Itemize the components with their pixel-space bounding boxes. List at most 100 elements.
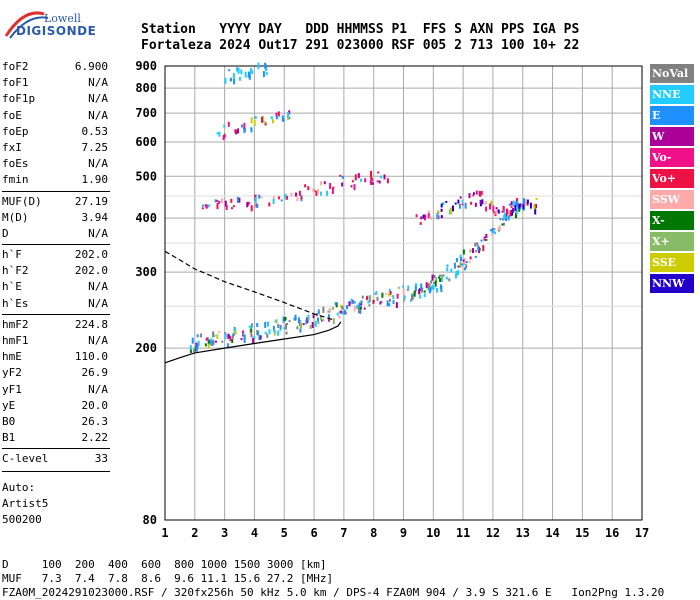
param-key: foE (2, 108, 22, 122)
param-row: B0 26.3 (2, 415, 108, 431)
echo-point (232, 333, 235, 336)
echo-point (379, 301, 382, 305)
echo-point (246, 202, 249, 208)
echo-point (490, 200, 493, 206)
echo-point (220, 198, 223, 204)
echo-point (452, 205, 454, 212)
param-row: B1 2.22 (2, 431, 108, 447)
param-separator (2, 470, 110, 472)
param-row: foEs N/A (2, 157, 108, 173)
y-tick-label: 600 (135, 135, 157, 149)
echo-point (237, 128, 239, 134)
echo-point (378, 180, 381, 184)
echo-point (250, 205, 253, 212)
param-separator (2, 448, 110, 450)
echo-point (465, 264, 468, 269)
echo-point (317, 317, 319, 322)
echo-point (312, 314, 315, 319)
echo-point (473, 192, 475, 195)
echo-point (435, 277, 438, 283)
echo-point (272, 325, 275, 331)
echo-point (364, 178, 367, 183)
echo-point (236, 196, 239, 203)
echo-point (196, 334, 199, 338)
echo-point (218, 330, 221, 333)
echo-point (257, 62, 260, 69)
echo-point (216, 199, 219, 202)
echo-point (223, 124, 226, 128)
echo-point (277, 196, 280, 200)
echo-point (267, 321, 269, 327)
echo-point (474, 250, 477, 253)
echo-point (445, 276, 448, 280)
echo-point (477, 245, 480, 252)
echo-point (507, 215, 510, 221)
echo-point (499, 218, 502, 221)
echo-point (457, 270, 460, 276)
echo-point (464, 267, 466, 271)
echo-point (213, 334, 216, 337)
profile-solid-line (164, 321, 342, 364)
echo-point (265, 68, 268, 72)
echo-point (420, 216, 423, 220)
x-tick-label: 8 (370, 526, 377, 540)
echo-point (440, 208, 443, 212)
echo-point (534, 208, 537, 215)
echo-point (305, 319, 308, 325)
echo-point (429, 286, 432, 292)
echo-point (216, 132, 219, 135)
legend-item-vo-: Vo- (650, 148, 694, 167)
echo-point (375, 290, 378, 295)
plot-frame (164, 65, 643, 521)
echo-point (231, 334, 234, 339)
echo-point (440, 215, 443, 219)
echo-point (243, 122, 246, 129)
echo-point (323, 181, 326, 185)
echo-point (285, 323, 288, 330)
echo-point (430, 216, 433, 220)
echo-point (299, 328, 302, 333)
echo-point (250, 326, 253, 333)
echo-point (210, 338, 213, 344)
echo-point (461, 263, 464, 266)
y-tick-label: 80 (143, 513, 157, 527)
echo-point (287, 112, 290, 118)
param-separator (2, 244, 110, 246)
echo-point (265, 72, 268, 76)
echo-point (277, 324, 280, 328)
param-value: 6.900 (74, 60, 108, 73)
echo-point (260, 196, 263, 199)
echo-point (235, 68, 238, 72)
echo-point (482, 245, 485, 252)
echo-point (270, 116, 273, 120)
legend-item-nnw: NNW (650, 274, 694, 293)
echo-point (259, 335, 262, 340)
echo-point (240, 338, 243, 341)
y-tick-label: 300 (135, 265, 157, 279)
echo-point (494, 231, 496, 235)
echo-point (316, 313, 318, 317)
echo-point (293, 317, 296, 320)
echo-point (360, 178, 362, 182)
auto-info-line: 500200 (2, 512, 42, 526)
echo-point (307, 186, 310, 191)
echo-point (480, 239, 483, 242)
logo-text-top: Lowell (44, 12, 81, 25)
param-value: 110.0 (74, 350, 108, 364)
echo-point (485, 238, 488, 241)
echo-point (497, 227, 500, 230)
echo-point (272, 196, 275, 200)
echo-point (238, 76, 241, 81)
echo-point (370, 174, 373, 180)
param-key: hmF2 (2, 317, 29, 331)
echo-point (226, 343, 229, 349)
echo-point (334, 302, 337, 306)
echo-point (510, 201, 513, 206)
echo-point (191, 337, 194, 344)
echo-point (535, 198, 538, 200)
echo-point (489, 229, 492, 232)
param-separator (2, 313, 110, 315)
param-row: h`F 202.0 (2, 248, 108, 264)
echo-point (336, 312, 339, 316)
echo-point (433, 275, 436, 278)
